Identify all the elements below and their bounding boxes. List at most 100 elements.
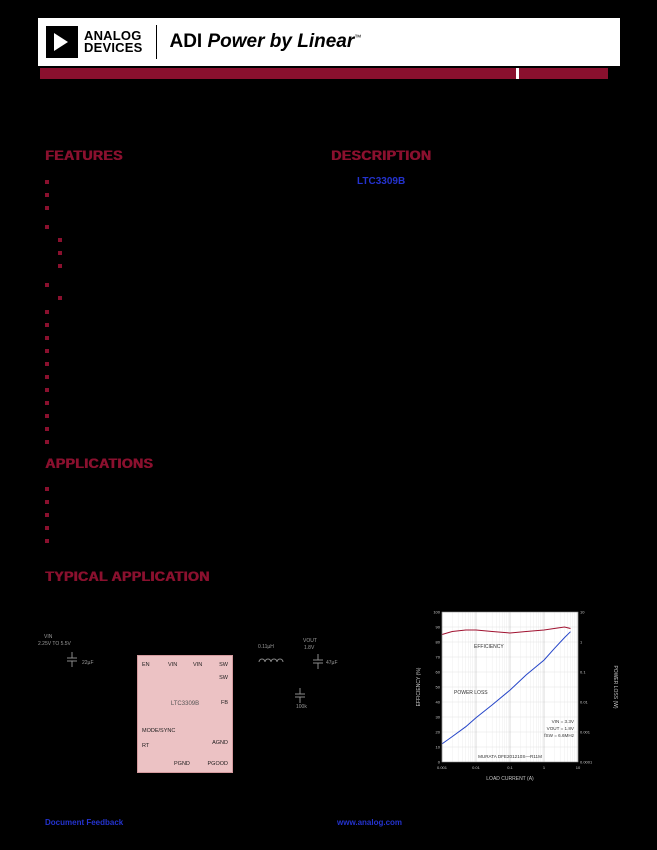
features-heading: FEATURES [45,147,123,163]
feedback-capacitor-icon [295,688,305,703]
svg-text:0.01: 0.01 [580,699,589,704]
analog-devices-logo: ANALOG DEVICES [46,26,142,58]
svg-text:0.0001: 0.0001 [580,759,593,764]
document-feedback-link[interactable]: Document Feedback [45,818,124,827]
feature-bullet [45,375,49,379]
svg-text:10: 10 [436,744,441,749]
schematic-vin-label: VIN [44,634,53,640]
application-bullet [45,526,49,530]
feature-bullet [45,336,49,340]
x-axis-label: LOAD CURRENT (A) [486,776,534,782]
analog-website-link[interactable]: www.analog.com [337,818,403,827]
header-band: ANALOG DEVICES ADI Power by Linear™ [38,18,620,66]
application-bullet [45,539,49,543]
feature-bullet [45,440,49,444]
feature-bullet [45,362,49,366]
maroon-rule [40,68,608,79]
feature-bullet [45,206,49,210]
svg-text:0.001: 0.001 [437,765,448,770]
svg-text:1: 1 [543,765,546,770]
svg-text:0: 0 [438,759,441,764]
brand-adi: ADI [169,31,203,52]
chart-svg: 0 10 20 30 40 50 60 70 80 90 100 0.0001 0.001 0.01 0.1… [416,609,618,782]
pin-en: EN [142,662,150,668]
application-bullet [45,487,49,491]
pin-fb: FB [220,700,228,706]
annotation-vout: VOUT = 1.8V [547,726,575,731]
chip-part-label: LTC3309B [170,701,200,707]
right-y-axis-label: POWER LOSS (W) [612,665,618,708]
svg-text:30: 30 [436,714,441,719]
svg-text:0.01: 0.01 [472,765,481,770]
feature-bullet [45,414,49,418]
pin-pgood: PGOOD [207,761,228,767]
feature-bullet [45,225,49,229]
part-number-link[interactable]: LTC3309B [357,176,406,187]
svg-text:0.1: 0.1 [507,765,513,770]
pin-vin-1: VIN [168,662,178,668]
chart-curves [441,626,571,745]
pin-mode-sync: MODE/SYNC [142,728,176,734]
svg-text:1: 1 [580,639,583,644]
chart-gridlines [441,612,579,762]
svg-text:60: 60 [436,669,441,674]
brand-divider [156,25,158,59]
svg-text:10: 10 [580,609,585,614]
annotation-vin: VIN = 3.3V [552,719,575,724]
application-bullet [45,513,49,517]
pin-rt: RT [142,743,150,749]
svg-text:0.1: 0.1 [580,669,586,674]
feature-bullet [58,264,62,268]
schematic-inductor-label: 0.11µH [258,644,274,650]
left-y-axis-label: EFFICIENCY (%) [416,667,422,706]
logo-line2: DEVICES [84,40,143,55]
svg-text:90: 90 [436,624,441,629]
inductor-icon [258,658,284,663]
feature-bullet [45,401,49,405]
logo-line1: ANALOG [84,27,142,43]
svg-text:70: 70 [436,654,441,659]
pin-pgnd: PGND [174,761,190,767]
feature-bullet [45,349,49,353]
efficiency-power-loss-chart: 0 10 20 30 40 50 60 70 80 90 100 0.0001 0.001 0.01 0.1… [412,606,622,806]
schematic-vin-range-label: 2.25V TO 5.5V [38,641,71,647]
power-loss-curve-label: POWER LOSS [454,690,488,696]
brand-trademark: ™ [354,34,362,42]
efficiency-curve-label: EFFICIENCY [474,644,504,650]
feature-bullet [45,427,49,431]
feature-bullet [45,310,49,314]
schematic-vout-voltage-label: 1.8V [304,645,315,651]
svg-text:20: 20 [436,729,441,734]
application-bullet [45,500,49,504]
svg-text:100: 100 [433,609,440,614]
output-capacitor-icon [313,654,323,669]
typical-application-heading: TYPICAL APPLICATION [45,568,210,584]
feature-bullet [58,238,62,242]
svg-text:0.001: 0.001 [580,729,591,734]
svg-text:50: 50 [436,684,441,689]
schematic-feedback-resistor-label: 100k [296,704,307,710]
description-heading: DESCRIPTION [331,147,432,163]
adi-triangle-logo-icon [46,26,78,58]
feature-bullet [45,283,49,287]
feature-bullet [45,388,49,392]
schematic-cin-label: 22µF [82,660,94,666]
brand-power-by-linear: Power by Linear [207,31,355,52]
annotation-fsw: fSW = 6.6MHz [544,733,574,738]
feature-bullet [45,323,49,327]
ic-block-ltc3309b: EN VIN VIN SW SW FB LTC3309B MODE/SYNC R… [137,655,233,773]
pin-sw-1: SW [219,662,228,668]
logo-wordmark: ANALOG DEVICES [84,27,143,55]
chart-plot-border [441,611,579,763]
schematic-cout-label: 47µF [326,660,338,666]
input-capacitor-icon [67,652,77,667]
pin-vin-2: VIN [193,662,203,668]
svg-text:80: 80 [436,639,441,644]
svg-text:40: 40 [436,699,441,704]
pin-sw-2: SW [219,675,228,681]
feature-bullet [58,251,62,255]
chart-tick-labels: 0 10 20 30 40 50 60 70 80 90 100 0.0001 0.001 0.01 0.1… [433,609,593,770]
feature-bullet [45,193,49,197]
svg-text:10: 10 [576,765,581,770]
